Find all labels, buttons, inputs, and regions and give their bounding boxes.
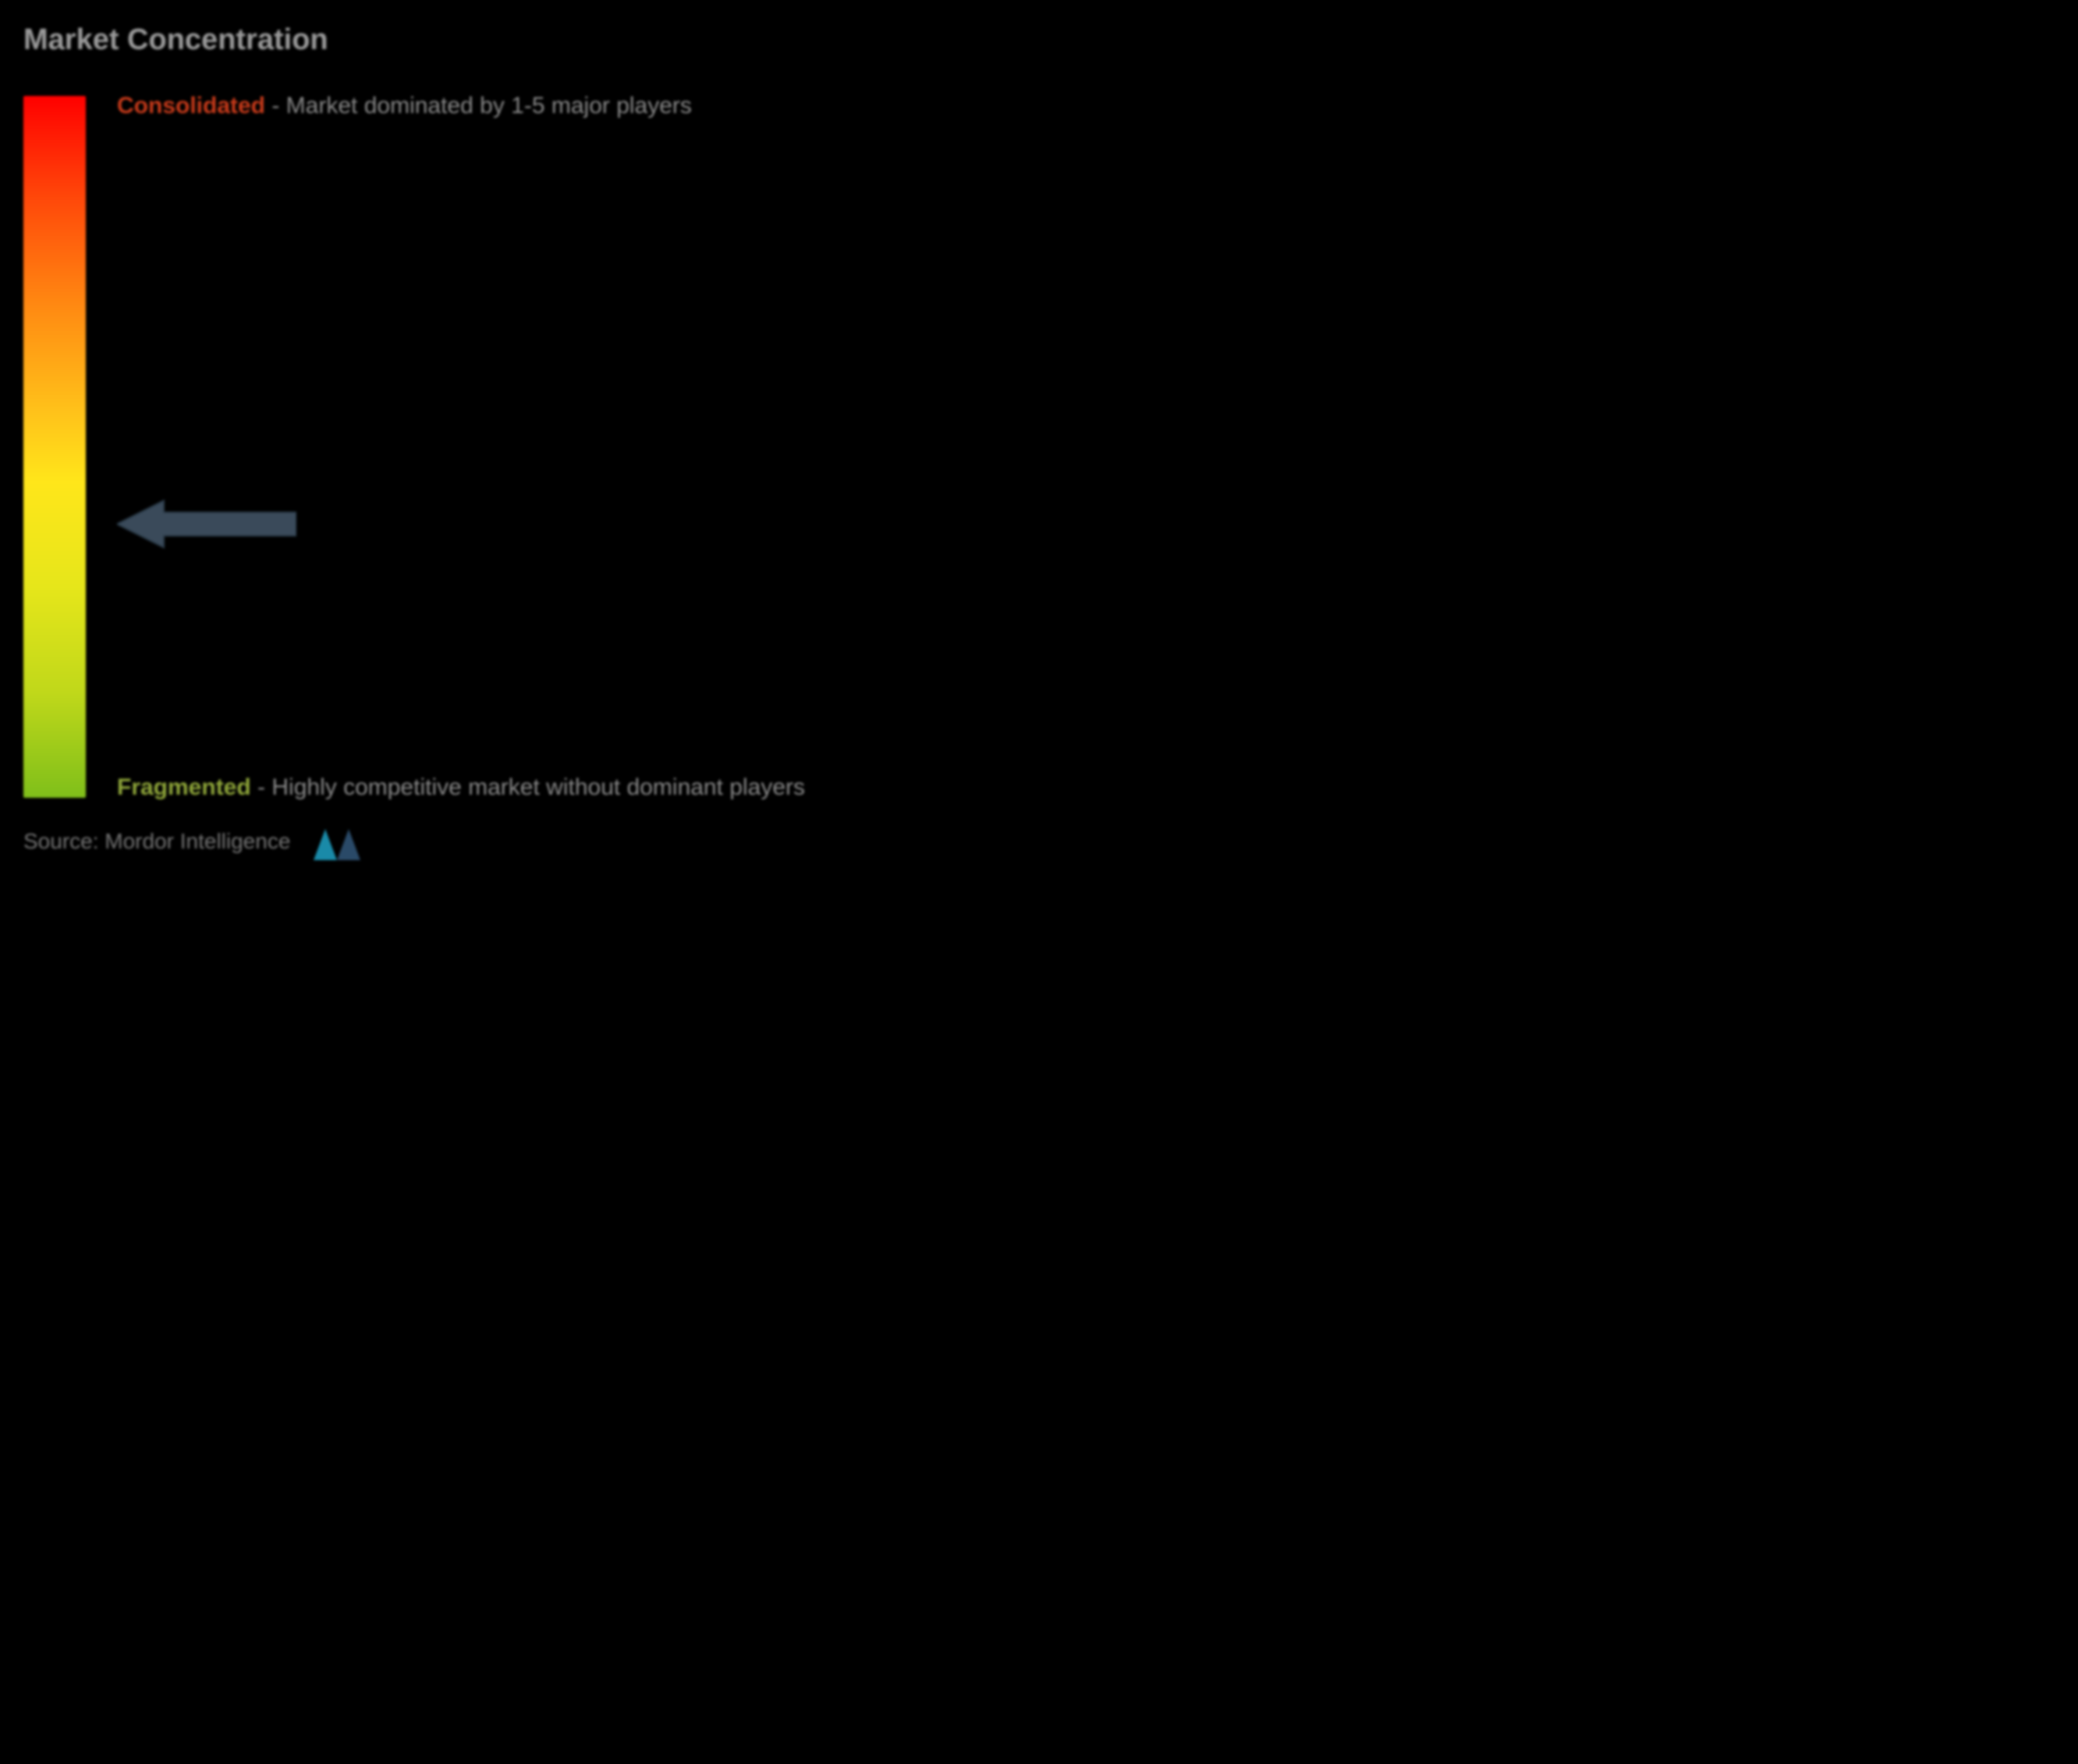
chart-body: Consolidated - Market dominated by 1-5 m… — [23, 96, 1016, 798]
consolidated-desc: - Market dominated by 1-5 major players — [271, 93, 692, 119]
labels-area: Consolidated - Market dominated by 1-5 m… — [117, 96, 1016, 798]
mordor-logo-icon — [314, 823, 360, 860]
chart-title: Market Concentration — [23, 23, 1016, 57]
fragmented-key: Fragmented — [117, 774, 251, 800]
consolidated-key: Consolidated — [117, 93, 265, 119]
fragmented-desc: - Highly competitive market without domi… — [257, 774, 805, 800]
fragmented-label: Fragmented - Highly competitive market w… — [117, 770, 969, 806]
arrow-left-icon — [117, 497, 296, 551]
consolidated-label: Consolidated - Market dominated by 1-5 m… — [117, 88, 969, 125]
footer: Source: Mordor Intelligence — [23, 823, 360, 860]
concentration-gradient-bar — [23, 96, 86, 798]
position-indicator-arrow — [117, 497, 296, 551]
source-attribution: Source: Mordor Intelligence — [23, 829, 290, 854]
